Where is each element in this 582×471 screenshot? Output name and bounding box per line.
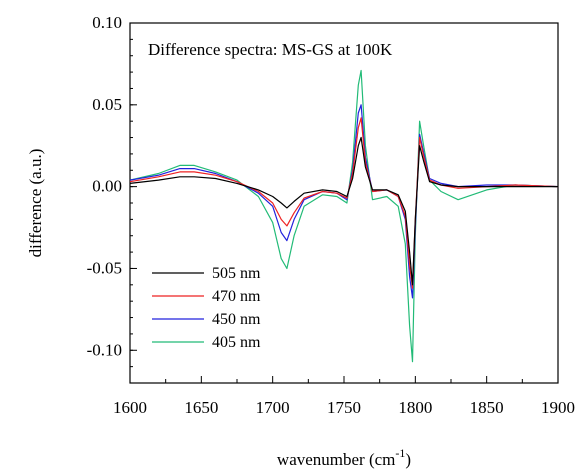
- series-lines: [129, 69, 559, 363]
- legend-label-405-nm: 405 nm: [212, 334, 261, 351]
- y-axis: 0.10 0.05 0.00 -0.05 -0.10: [87, 13, 137, 384]
- x-axis-title: wavenumber (cm-1): [277, 446, 411, 469]
- series-line-405-nm: [129, 69, 559, 363]
- y-tick-label: 0.00: [92, 177, 122, 196]
- x-axis-title-superscript: -1: [395, 446, 405, 460]
- chart-title: Difference spectra: MS-GS at 100K: [148, 40, 393, 59]
- plot-frame: [129, 22, 559, 384]
- x-axis: 1600 1650 1700 1750 1800 1850 1900: [113, 376, 575, 417]
- x-axis-title-suffix: ): [405, 450, 411, 469]
- legend-label-470-nm: 470 nm: [212, 288, 261, 305]
- x-tick-label: 1750: [327, 398, 361, 417]
- y-tick-label: -0.05: [87, 258, 122, 277]
- y-tick-label: -0.10: [87, 340, 122, 359]
- x-tick-label: 1900: [541, 398, 575, 417]
- x-tick-label: 1650: [184, 398, 218, 417]
- x-axis-title-text: wavenumber (cm: [277, 450, 395, 469]
- y-axis-title: difference (a.u.): [26, 149, 45, 258]
- y-tick-label: 0.05: [92, 95, 122, 114]
- x-tick-label: 1700: [256, 398, 290, 417]
- series-line-470-nm: [129, 117, 559, 289]
- legend-label-450-nm: 450 nm: [212, 311, 261, 328]
- x-tick-label: 1600: [113, 398, 147, 417]
- y-tick-label: 0.10: [92, 13, 122, 32]
- x-tick-label: 1800: [398, 398, 432, 417]
- legend-label-505-nm: 505 nm: [212, 265, 261, 282]
- series-line-505-nm: [129, 136, 558, 286]
- legend: 505 nm 470 nm 450 nm 405 nm: [152, 265, 261, 351]
- x-tick-label: 1850: [470, 398, 504, 417]
